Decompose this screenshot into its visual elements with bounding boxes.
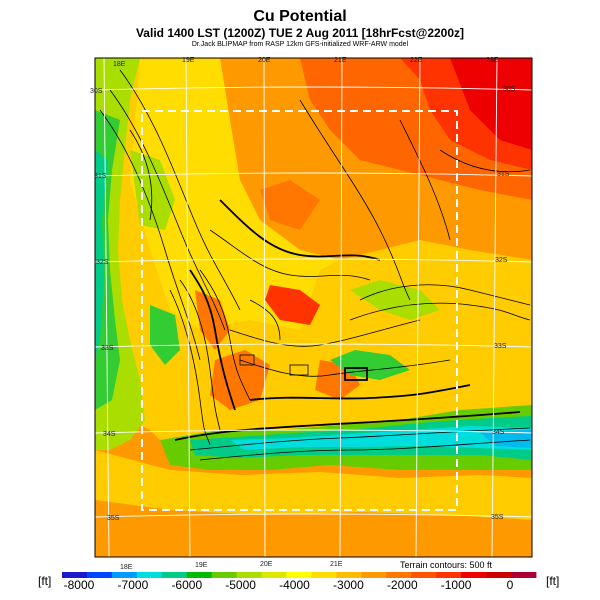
colorbar-swatch <box>211 572 238 578</box>
lon-label: 22E <box>410 57 423 64</box>
lat-labels-right: 30S 31S 32S 33S 34S 35S <box>491 86 516 521</box>
lat-label: 30S <box>90 88 103 95</box>
colorbar-swatch <box>261 572 287 578</box>
colorbar-swatch <box>461 572 487 578</box>
colorbar-unit-left: [ft] <box>38 574 51 588</box>
colorbar-swatch <box>236 572 262 578</box>
colorbar-swatch <box>361 572 387 578</box>
model-note: Dr.Jack BLIPMAP from RASP 12km GFS-initi… <box>191 41 409 48</box>
colorbar-swatches <box>62 572 537 578</box>
colorbar-swatch <box>161 572 188 578</box>
lat-label: 32S <box>495 257 508 264</box>
colorbar-tick-label: -4000 <box>279 578 310 592</box>
colorbar-unit-right: [ft] <box>546 574 559 588</box>
lat-label: 33S <box>494 343 507 350</box>
lon-label: 20E <box>258 57 271 64</box>
inner-domain-outline <box>141 110 458 511</box>
cu-potential-field <box>95 58 532 557</box>
colorbar-swatch <box>486 572 512 578</box>
colorbar-swatch <box>436 572 462 578</box>
lon-labels-top: 18E 19E 20E 21E 22E 23E <box>113 57 499 68</box>
lon-label: 20E <box>260 561 273 568</box>
colorbar-tick-label: -3000 <box>333 578 364 592</box>
colorbar-swatch <box>511 572 537 578</box>
map-title: Cu Potential <box>253 8 347 25</box>
lat-label: 31S <box>94 173 107 180</box>
colorbar-tick-label: -7000 <box>118 578 149 592</box>
terrain-contours-note: Terrain contours: 500 ft <box>400 560 493 570</box>
lon-label: 19E <box>195 562 208 569</box>
lat-label: 30S <box>503 86 516 93</box>
lon-label: 21E <box>330 561 343 568</box>
colorbar-swatch <box>411 572 437 578</box>
terrain-contours <box>99 69 531 461</box>
lon-label: 18E <box>113 61 126 68</box>
graticule <box>94 57 533 558</box>
colorbar: [ft] [ft] -8000 -7000 -6000 -5000 -4000 -3000… <box>38 572 559 592</box>
colorbar-tick-label: -1000 <box>441 578 472 592</box>
lat-label: 32S <box>96 259 109 266</box>
lon-label: 19E <box>182 57 195 64</box>
colorbar-swatch <box>62 572 88 578</box>
valid-time-subtitle: Valid 1400 LST (1200Z) TUE 2 Aug 2011 [1… <box>135 26 465 40</box>
colorbar-tick-labels: -8000 -7000 -6000 -5000 -4000 -3000 -2000 -1000… <box>64 578 514 592</box>
colorbar-swatch <box>111 572 138 578</box>
colorbar-swatch <box>336 572 362 578</box>
map-frame <box>94 57 533 558</box>
colorbar-swatch <box>86 572 113 578</box>
lat-label: 35S <box>491 514 504 521</box>
colorbar-swatch <box>386 572 412 578</box>
colorbar-swatch <box>311 572 337 578</box>
lon-label: 18E <box>120 564 133 571</box>
colorbar-swatch <box>136 572 163 578</box>
lat-label: 34S <box>492 429 505 436</box>
lon-label: 23E <box>486 57 499 64</box>
colorbar-tick-label: 0 <box>507 578 514 592</box>
colorbar-swatch <box>186 572 213 578</box>
lat-labels-left: 30S 31S 32S 33S 34S 35S <box>90 88 120 522</box>
colorbar-tick-label: -5000 <box>225 578 256 592</box>
lon-label: 21E <box>334 57 347 64</box>
lat-label: 31S <box>497 171 510 178</box>
lon-labels-bottom: 18E 19E 20E 21E <box>120 561 343 571</box>
colorbar-tick-label: -2000 <box>387 578 418 592</box>
lat-label: 35S <box>107 515 120 522</box>
colorbar-tick-label: -8000 <box>64 578 95 592</box>
lat-label: 33S <box>101 345 114 352</box>
colorbar-swatch <box>286 572 312 578</box>
colorbar-tick-label: -6000 <box>171 578 202 592</box>
lat-label: 34S <box>103 431 116 438</box>
